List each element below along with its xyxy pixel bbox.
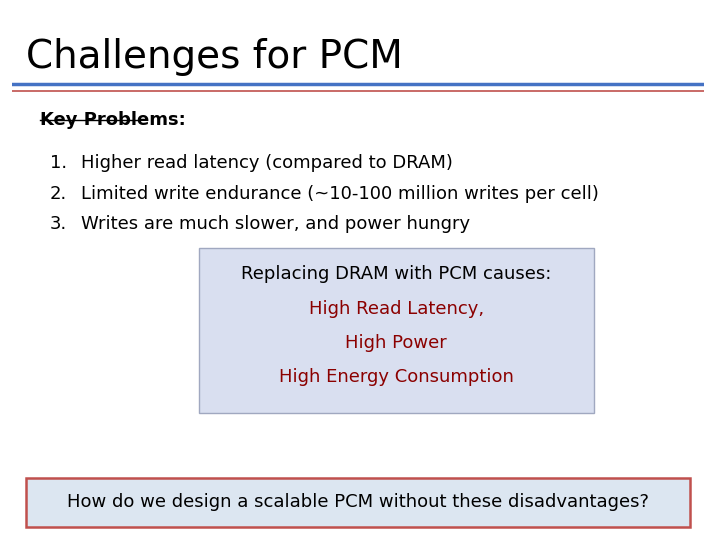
Text: High Energy Consumption: High Energy Consumption [279,368,513,386]
Text: Challenges for PCM: Challenges for PCM [26,38,402,76]
Text: High Power: High Power [346,334,447,352]
Text: High Read Latency,: High Read Latency, [309,300,484,318]
Text: Replacing DRAM with PCM causes:: Replacing DRAM with PCM causes: [241,265,552,282]
Text: How do we design a scalable PCM without these disadvantages?: How do we design a scalable PCM without … [67,493,649,511]
Text: 1.: 1. [50,154,67,172]
Text: Key Problems:: Key Problems: [40,111,186,129]
Text: 2.: 2. [50,185,68,202]
Text: Limited write endurance (~10-100 million writes per cell): Limited write endurance (~10-100 million… [81,185,599,202]
Text: Higher read latency (compared to DRAM): Higher read latency (compared to DRAM) [81,154,453,172]
FancyBboxPatch shape [199,248,593,413]
FancyBboxPatch shape [26,478,690,526]
Text: 3.: 3. [50,215,68,233]
Text: Writes are much slower, and power hungry: Writes are much slower, and power hungry [81,215,470,233]
